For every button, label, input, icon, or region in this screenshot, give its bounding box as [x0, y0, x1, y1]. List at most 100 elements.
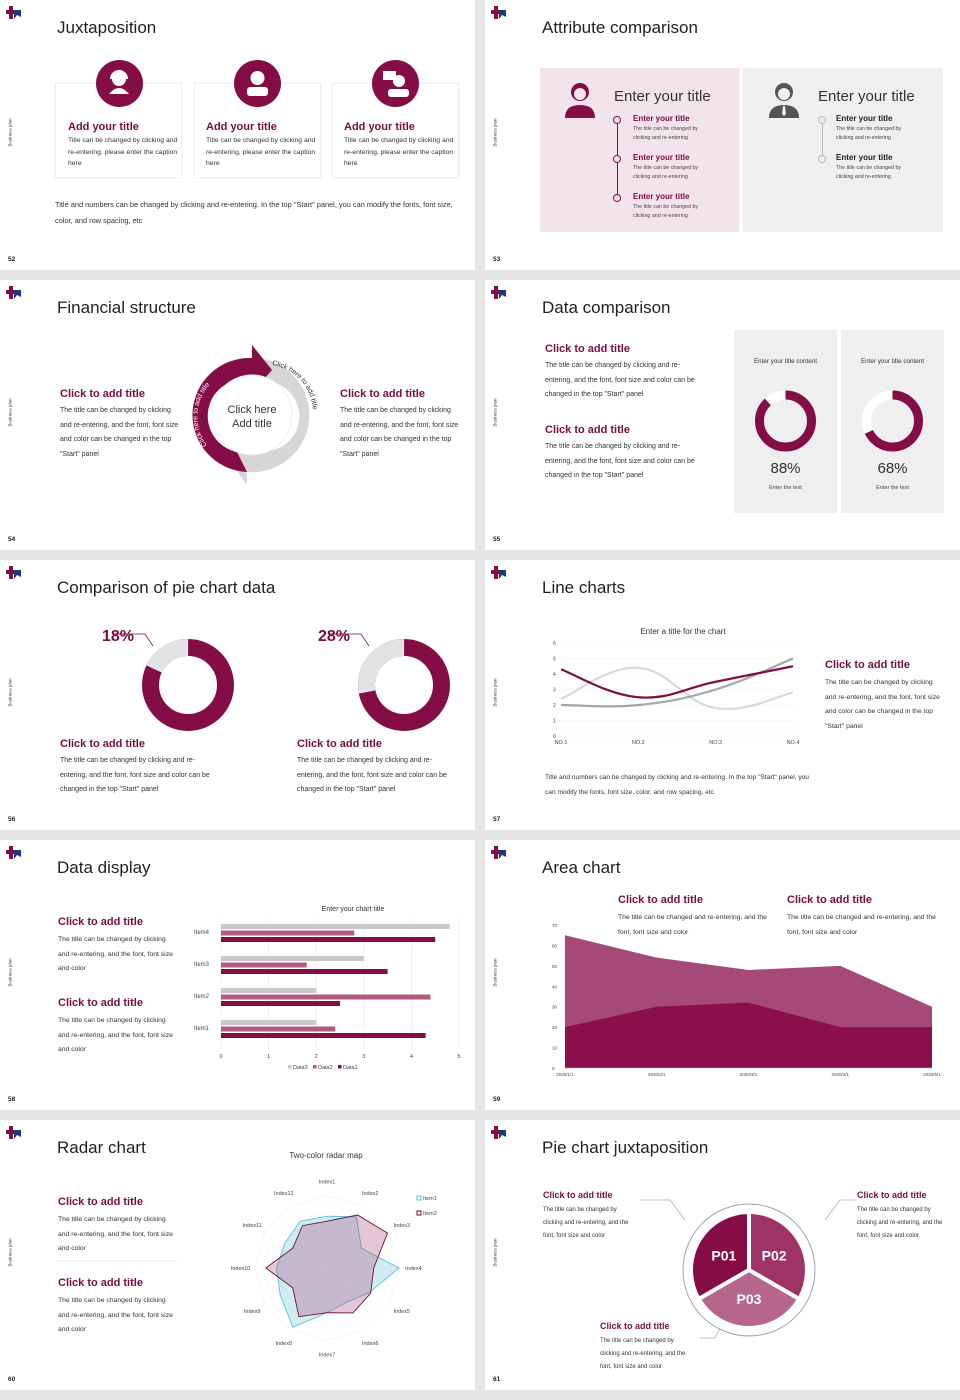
block-title: Click to add title — [787, 894, 872, 906]
item-title: Enter your title — [633, 192, 690, 201]
card-caption: Enter the text — [769, 485, 802, 491]
axis-label: Index4 — [405, 1266, 422, 1272]
donut-value-arc — [862, 390, 923, 452]
card-title: Enter your title content — [860, 358, 924, 365]
x-tick-label: 5 — [457, 1054, 460, 1060]
donut-value-arc — [755, 390, 816, 452]
leader-line — [328, 633, 370, 647]
slide-56: Business plan 56 Comparison of pie chart… — [0, 560, 475, 830]
card-text: Title can be changed by clicking and re-… — [206, 137, 316, 167]
axis-label: Index8 — [276, 1341, 293, 1347]
man-icon — [769, 83, 799, 118]
y-tick-label: 3 — [553, 688, 556, 694]
logo-icon — [6, 566, 21, 579]
connector-line — [640, 1199, 686, 1221]
area-series-2 — [565, 1002, 932, 1068]
side-label: Business plan — [492, 398, 498, 427]
legend-swatch — [338, 1065, 342, 1069]
bar-data3-item1 — [221, 1020, 317, 1025]
logo-icon — [6, 1126, 21, 1139]
bar-data2-item3 — [221, 962, 307, 968]
x-tick-label: 4 — [410, 1054, 413, 1060]
percent-value: 88% — [770, 460, 801, 477]
leader-line — [112, 633, 154, 647]
panel-heading: Enter your title — [818, 88, 915, 105]
x-tick-label: 0 — [219, 1054, 222, 1060]
x-tick-label: 3 — [362, 1054, 365, 1060]
block-text: The title can be changed by clicking and… — [857, 1207, 943, 1239]
block-text: The title can be changed by clicking and… — [340, 407, 459, 458]
y-tick-label: 0 — [552, 1066, 555, 1071]
y-tick-label: 4 — [553, 672, 556, 678]
side-label: Business plan — [492, 118, 498, 147]
axis-label: Index7 — [319, 1352, 336, 1358]
bar-data1-item4 — [221, 937, 436, 942]
slide-title: Data display — [57, 858, 151, 877]
radar-ring — [278, 1219, 376, 1317]
side-label: Business plan — [7, 118, 13, 147]
center-circle[interactable] — [211, 374, 293, 456]
item-title: Enter your title — [836, 153, 893, 162]
slide-58: Business plan 58 Data display Click to a… — [0, 840, 475, 1110]
divider — [58, 1260, 178, 1261]
bar-data1-item1 — [221, 1033, 426, 1038]
x-tick-label: 2020/1/1 — [556, 1072, 574, 1077]
slide-54: Business plan 54 Financial structure Cli… — [0, 280, 475, 550]
legend-swatch — [416, 1210, 422, 1216]
page-number: 57 — [493, 816, 501, 823]
block-text: The title can be changed by clicking and… — [545, 443, 695, 479]
page-number: 59 — [493, 1096, 501, 1103]
slide-title: Financial structure — [57, 298, 196, 317]
percent-label: 28% — [318, 628, 351, 645]
x-tick-label: NO.1 — [555, 740, 568, 746]
bar-data2-item1 — [221, 1026, 336, 1032]
timeline-node-icon — [613, 155, 621, 163]
donut-highlight-arc — [358, 639, 450, 732]
item-title: Enter your title — [633, 114, 690, 123]
chart-title: Enter a title for the chart — [640, 627, 726, 636]
slide-59: Business plan 59 Area chart 0 10 20 30 40 50 6… — [485, 840, 960, 1110]
block-text: The title can be changed and re-entering… — [787, 914, 936, 936]
x-tick-label: NO.3 — [709, 740, 722, 746]
legend-swatch — [416, 1195, 422, 1201]
slide-55: Business plan 55 Data comparison Click t… — [485, 280, 960, 550]
slide-52: Business plan 52 Juxtaposition Add your … — [0, 0, 475, 270]
page-number: 52 — [8, 256, 16, 263]
block-text: The title can be changed by clicking and… — [825, 679, 940, 730]
donut-chart — [755, 390, 816, 452]
headset-person-icon — [96, 60, 143, 107]
y-tick-label: 60 — [552, 943, 558, 948]
connector-line — [824, 1199, 855, 1221]
card-title: Add your title — [206, 121, 277, 133]
bar-data3-item4 — [221, 924, 450, 929]
legend-swatch — [313, 1065, 317, 1069]
y-tick-label: 10 — [552, 1046, 558, 1051]
line-series-3 — [560, 657, 794, 708]
page-number: 61 — [493, 1376, 501, 1383]
block-text: The title can be changed by clicking and… — [58, 1297, 173, 1333]
slide-title: Area chart — [542, 858, 621, 877]
donut-charts — [112, 633, 450, 732]
logo-icon — [491, 846, 506, 859]
block-text: The title can be changed by clicking and… — [60, 407, 179, 458]
block-text: The title can be changed by clicking and… — [545, 362, 695, 398]
slide-57: Business plan 57 Line charts Enter a tit… — [485, 560, 960, 830]
center-text-line2: Add title — [232, 418, 272, 430]
panel-heading: Enter your title — [614, 88, 711, 105]
axis-label: Index10 — [231, 1266, 251, 1272]
legend-label: Item1 — [423, 1196, 437, 1202]
axis-label: Index6 — [362, 1341, 379, 1347]
line-series-2 — [560, 666, 794, 711]
x-tick-label: 2020/5/1 — [923, 1072, 941, 1077]
timeline-line — [821, 120, 823, 159]
radar-chart: Two-color radar map Index1 Index2 Index3 Ind… — [231, 1151, 437, 1358]
logo-icon — [491, 6, 506, 19]
y-tick-label: 40 — [552, 984, 558, 989]
chart-title: Enter your chart title — [322, 906, 385, 913]
page-number: 53 — [493, 256, 501, 263]
item-text: The title can be changed by clicking and… — [633, 204, 699, 219]
legend-label: Data3 — [293, 1065, 308, 1071]
block-text: The title can be changed by clicking and… — [58, 936, 173, 972]
block-title: Click to add title — [297, 738, 382, 750]
segment-label: P01 — [711, 1248, 736, 1264]
